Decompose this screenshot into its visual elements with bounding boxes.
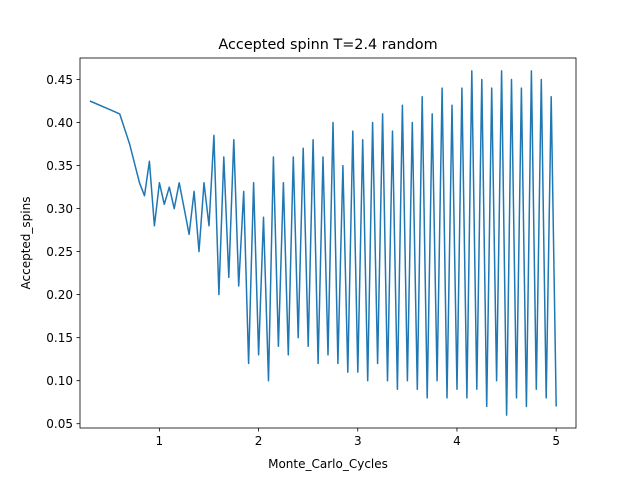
x-tick-label: 4 [453, 434, 461, 448]
y-tick-label: 0.45 [46, 73, 73, 87]
y-tick-label: 0.30 [46, 202, 73, 216]
y-tick-label: 0.10 [46, 374, 73, 388]
x-tick-label: 2 [255, 434, 263, 448]
axes-frame [79, 57, 577, 429]
y-tick-label: 0.25 [46, 245, 73, 259]
series-line-0 [89, 70, 557, 416]
x-axis: 1 2 3 4 5 [156, 428, 560, 448]
y-tick-label: 0.35 [46, 159, 73, 173]
chart-title: Accepted spinn T=2.4 random [218, 37, 437, 53]
y-axis: 0.05 0.10 0.15 0.20 0.25 0.30 0.35 0.40 0.45 [46, 73, 80, 431]
x-tick-label: 5 [552, 434, 560, 448]
y-tick-label: 0.05 [46, 417, 73, 431]
y-axis-label: Accepted_spins [19, 197, 33, 290]
x-tick-label: 3 [354, 434, 362, 448]
y-tick-label: 0.15 [46, 331, 73, 345]
y-tick-label: 0.40 [46, 116, 73, 130]
x-axis-label: Monte_Carlo_Cycles [268, 457, 388, 471]
x-tick-label: 1 [156, 434, 164, 448]
plot-area [89, 70, 557, 416]
y-tick-label: 0.20 [46, 288, 73, 302]
